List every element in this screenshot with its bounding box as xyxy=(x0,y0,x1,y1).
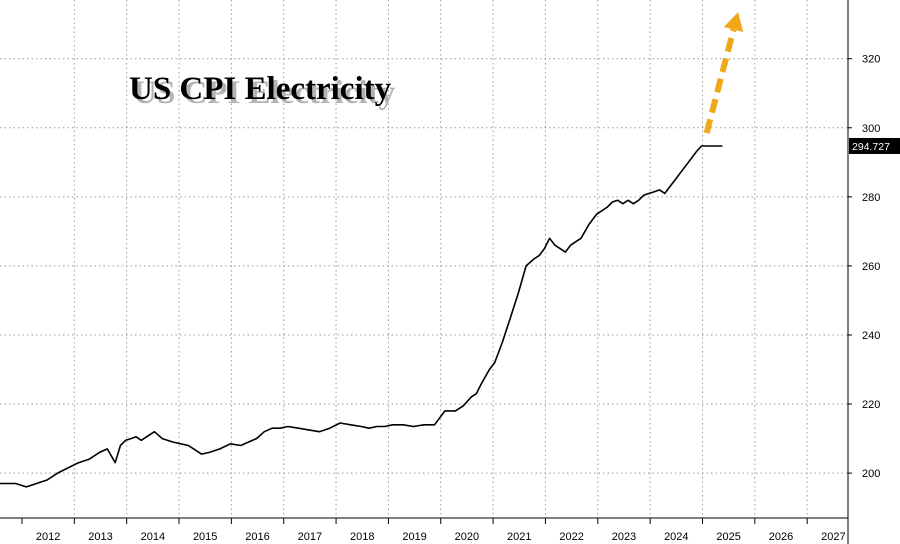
forecast-arrow-layer xyxy=(703,12,744,134)
x-tick-label: 2017 xyxy=(298,531,322,543)
y-tick-label: 260 xyxy=(862,261,880,273)
x-tick-label: 2025 xyxy=(716,531,740,543)
x-tick-label: 2027 xyxy=(821,531,845,543)
x-tick-label: 2024 xyxy=(664,531,688,543)
title-layer: US CPI Electricity US CPI Electricity xyxy=(129,71,396,111)
x-tick-label: 2015 xyxy=(193,531,217,543)
last-value-box xyxy=(849,137,900,154)
x-tick-label: 2012 xyxy=(36,531,60,543)
last-value-label: 294.727 xyxy=(852,141,890,153)
y-tick-label: 220 xyxy=(862,399,880,411)
chart-title: US CPI Electricity xyxy=(129,71,392,107)
x-tick-label: 2014 xyxy=(141,531,165,543)
series-layer xyxy=(0,145,723,488)
y-tick-label: 320 xyxy=(862,54,880,66)
cpi-electricity-line xyxy=(0,145,723,488)
x-tick-label: 2020 xyxy=(455,531,479,543)
grid-layer xyxy=(0,0,848,518)
y-tick-label: 240 xyxy=(862,330,880,342)
x-tick-label: 2023 xyxy=(612,531,636,543)
x-tick-label: 2022 xyxy=(559,531,583,543)
x-tick-label: 2018 xyxy=(350,531,374,543)
forecast-arrow-shaft xyxy=(703,28,737,134)
x-tick-label: 2013 xyxy=(88,531,112,543)
x-tick-label: 2019 xyxy=(402,531,426,543)
y-tick-label: 280 xyxy=(862,192,880,204)
chart-title-shadow: US CPI Electricity xyxy=(133,75,396,111)
x-tick-label: 2021 xyxy=(507,531,531,543)
y-tick-label: 200 xyxy=(862,468,880,480)
x-tick-label: 2016 xyxy=(245,531,269,543)
x-tick-label: 2026 xyxy=(769,531,793,543)
forecast-arrow-head xyxy=(723,12,744,33)
y-tick-label: 300 xyxy=(862,123,880,135)
